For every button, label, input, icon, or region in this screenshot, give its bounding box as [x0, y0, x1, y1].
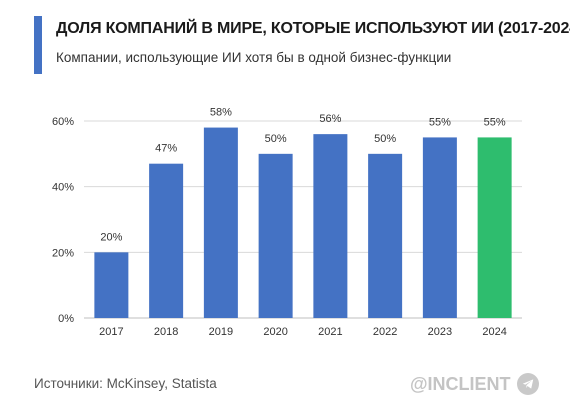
x-tick-label-2018: 2018: [154, 326, 178, 338]
x-tick-label-2023: 2023: [428, 326, 452, 338]
x-tick-label-2024: 2024: [482, 326, 506, 338]
brand-label: @INCLIENT: [410, 373, 511, 394]
bar-2020: [258, 153, 293, 318]
source-note: Источники: McKinsey, Statista: [34, 376, 217, 391]
y-tick-label: 0%: [58, 313, 74, 325]
x-tick-label-2019: 2019: [209, 326, 233, 338]
y-tick-label: 40%: [52, 182, 74, 194]
value-label-2018: 47%: [155, 143, 177, 155]
value-label-2022: 50%: [374, 133, 396, 145]
x-tick-label-2022: 2022: [373, 326, 397, 338]
bar-2018: [149, 163, 184, 318]
x-tick-label-2021: 2021: [318, 326, 342, 338]
value-label-2021: 56%: [319, 113, 341, 125]
brand-watermark: @INCLIENT: [410, 373, 539, 395]
x-tick-label-2020: 2020: [263, 326, 287, 338]
bar-2021: [313, 134, 348, 318]
bar-2024: [477, 137, 512, 318]
value-label-2023: 55%: [429, 116, 451, 128]
bar-2019: [203, 127, 238, 318]
chart-title: ДОЛЯ КОМПАНИЙ В МИРЕ, КОТОРЫЕ ИСПОЛЬЗУЮТ…: [56, 20, 570, 37]
title-accent-bar: [34, 16, 42, 74]
telegram-icon: [516, 373, 539, 395]
bar-2022: [368, 153, 403, 318]
y-tick-label: 60%: [52, 116, 74, 128]
bar-2023: [422, 137, 457, 318]
value-label-2017: 20%: [100, 231, 122, 243]
x-tick-label-2017: 2017: [99, 326, 123, 338]
chart-subtitle: Компании, использующие ИИ хотя бы в одно…: [56, 50, 452, 65]
bar-2017: [94, 252, 129, 318]
value-label-2020: 50%: [265, 133, 287, 145]
value-label-2024: 55%: [484, 116, 506, 128]
value-label-2019: 58%: [210, 107, 232, 119]
y-tick-label: 20%: [52, 247, 74, 259]
